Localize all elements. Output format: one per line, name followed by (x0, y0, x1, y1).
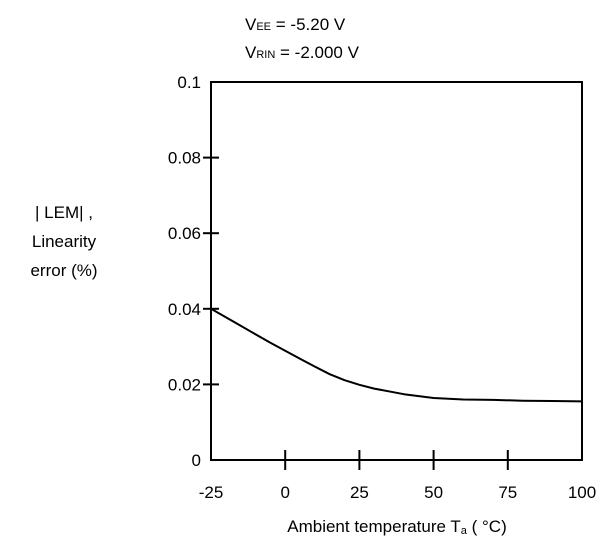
plot-frame (210, 81, 583, 461)
series-line (210, 307, 583, 403)
x-tick-label: 25 (350, 483, 369, 502)
vee-annotation: VEE = -5.20 V (245, 15, 346, 34)
x-tick-label: 100 (568, 483, 596, 502)
y-tick-label: 0.08 (168, 149, 201, 168)
x-axis-ticks: -25 0 25 50 75 100 (199, 450, 596, 502)
x-tick-label: -25 (199, 483, 224, 502)
y-tick-label: 0.02 (168, 375, 201, 394)
x-axis-label: Ambient temperature Ta ( °C) (287, 517, 507, 537)
series-layer (210, 307, 583, 403)
y-tick-label: 0.1 (177, 73, 201, 92)
y-axis-ticks: 0 0.02 0.04 0.06 0.08 0.1 (168, 73, 219, 470)
vrin-annotation: VRIN = -2.000 V (245, 43, 360, 62)
y-axis-label-line3: error (%) (30, 261, 97, 280)
y-tick-label: 0.04 (168, 300, 201, 319)
x-tick-label: 50 (424, 483, 443, 502)
y-axis-label-line1: | LEM| , (35, 203, 93, 222)
y-tick-label: 0 (192, 451, 201, 470)
y-tick-label: 0.06 (168, 224, 201, 243)
x-tick-label: 0 (280, 483, 289, 502)
y-axis-label-line2: Linearity (32, 232, 97, 251)
x-tick-label: 75 (498, 483, 517, 502)
